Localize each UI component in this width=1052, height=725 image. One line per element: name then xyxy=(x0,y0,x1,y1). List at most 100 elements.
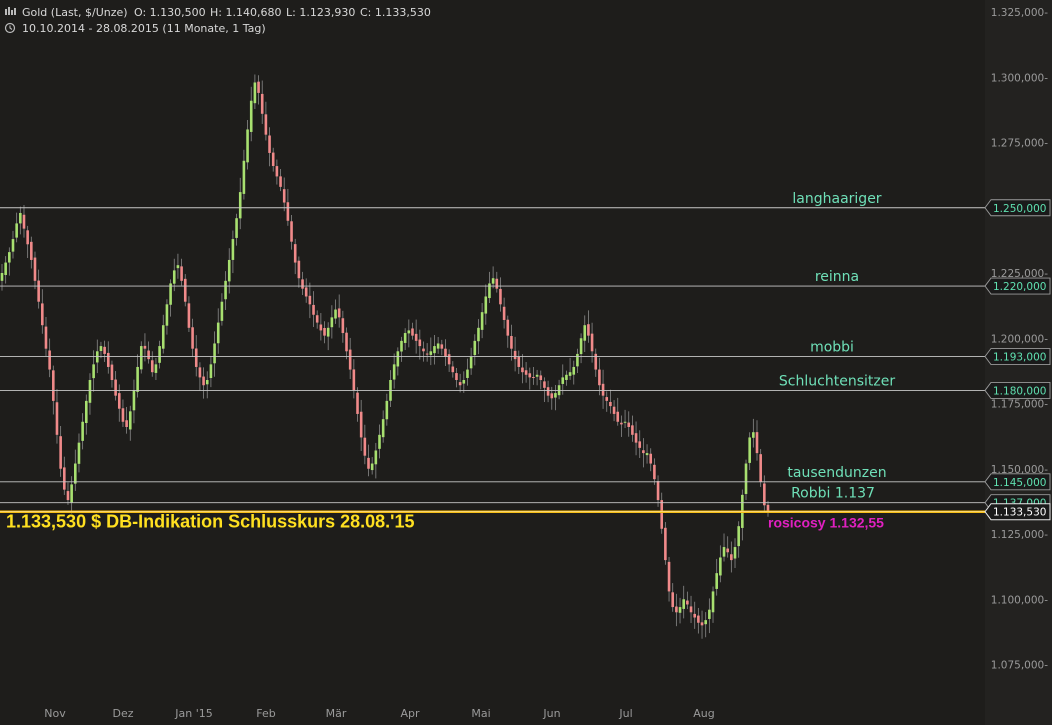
candle xyxy=(378,424,381,459)
candle xyxy=(400,336,403,362)
candle xyxy=(433,335,436,365)
candle-body xyxy=(209,364,213,378)
candle-body xyxy=(312,304,315,315)
candle xyxy=(686,591,689,610)
candle-body xyxy=(649,453,653,464)
candle xyxy=(436,336,440,354)
candle xyxy=(63,456,66,495)
y-tick-label: 1.075,000- xyxy=(991,660,1048,672)
level-price-tag-label: 1.220,000 xyxy=(993,281,1046,293)
candle xyxy=(22,204,26,238)
candle-body xyxy=(502,306,506,320)
candle xyxy=(697,607,700,634)
candle-body xyxy=(326,327,330,337)
candle-body xyxy=(528,373,532,378)
candle xyxy=(645,444,649,464)
candle xyxy=(304,278,308,303)
candle-body xyxy=(704,620,707,625)
candle-body xyxy=(715,573,718,589)
candle xyxy=(315,310,319,329)
candle xyxy=(257,75,260,105)
candle-body xyxy=(154,364,158,373)
candle xyxy=(202,367,205,399)
close-line-group: 1.133,530 $ DB-Indikation Schlusskurs 28… xyxy=(0,503,1051,532)
candle-body xyxy=(436,343,440,349)
candle-body xyxy=(737,526,740,547)
candle-body xyxy=(711,591,715,613)
candle-body xyxy=(132,390,136,411)
candle-body xyxy=(117,393,121,409)
candle xyxy=(521,354,524,384)
level-line-group: reinna 1.220,000 xyxy=(0,269,1051,295)
candle-body xyxy=(539,375,543,381)
candle-body xyxy=(733,547,737,559)
header-period: 10.10.2014 - 28.08.2015 (11 Monate, 1 Ta… xyxy=(22,22,266,35)
candle xyxy=(110,360,114,388)
x-tick-label: Apr xyxy=(400,707,420,720)
candle xyxy=(290,215,293,250)
candle xyxy=(623,409,627,428)
candle-body xyxy=(484,296,488,314)
candle xyxy=(425,343,429,362)
candle-body xyxy=(385,400,389,420)
candle-body xyxy=(70,484,73,503)
candle xyxy=(359,399,363,451)
candle-body xyxy=(645,453,649,456)
candle xyxy=(44,316,48,357)
candle-body xyxy=(165,304,169,326)
candle-body xyxy=(44,326,48,349)
candle-body xyxy=(187,303,191,328)
candle-body xyxy=(440,344,444,349)
level-line-group: langhaariger 1.250,000 xyxy=(0,191,1051,217)
candle-body xyxy=(444,348,447,357)
candle xyxy=(334,299,337,324)
candle xyxy=(726,536,729,558)
candle-body xyxy=(491,278,495,284)
candle xyxy=(609,389,612,414)
candle xyxy=(539,370,543,390)
candle xyxy=(506,315,510,348)
x-tick-label: Mai xyxy=(471,707,490,720)
candle xyxy=(708,598,711,634)
candle xyxy=(689,595,693,624)
candle-body xyxy=(495,278,499,289)
candle xyxy=(337,294,341,328)
y-tick-label: 1.175,000- xyxy=(991,399,1048,411)
candle-body xyxy=(249,100,253,132)
candle xyxy=(744,459,748,501)
candle xyxy=(246,120,249,170)
candle-body xyxy=(183,278,187,302)
candle-body xyxy=(268,135,271,153)
candle-body xyxy=(587,324,590,336)
candlestick-type-icon[interactable] xyxy=(5,7,16,15)
candle-body xyxy=(609,401,612,407)
candle xyxy=(209,356,213,388)
candle-body xyxy=(627,422,631,427)
candle xyxy=(385,393,389,426)
candle-body xyxy=(319,324,323,331)
x-axis: Nov Dez Jan '15 Feb Mär Apr Mai Jun Jul Aug xyxy=(44,707,714,720)
x-tick-label: Jun xyxy=(542,707,560,720)
candle-body xyxy=(752,432,755,438)
candle-body xyxy=(176,265,180,269)
clock-icon xyxy=(4,22,16,34)
level-price-tag-label: 1.193,000 xyxy=(993,352,1046,364)
level-price-tag xyxy=(984,473,1051,491)
candle xyxy=(216,308,220,354)
candle-body xyxy=(293,244,297,263)
level-label: langhaariger xyxy=(792,191,881,207)
candle-body xyxy=(348,349,352,370)
candle xyxy=(429,337,433,366)
candle-body xyxy=(63,467,66,490)
candle-body xyxy=(576,353,579,367)
candle xyxy=(37,269,40,309)
candle xyxy=(392,353,396,389)
candle xyxy=(15,212,18,243)
level-line-group: tausendunzen 1.145,000 xyxy=(0,465,1051,491)
candle-body xyxy=(337,308,341,318)
candle-body xyxy=(191,327,194,349)
candle xyxy=(205,371,209,399)
candle-body xyxy=(392,364,396,380)
candle xyxy=(682,585,686,619)
